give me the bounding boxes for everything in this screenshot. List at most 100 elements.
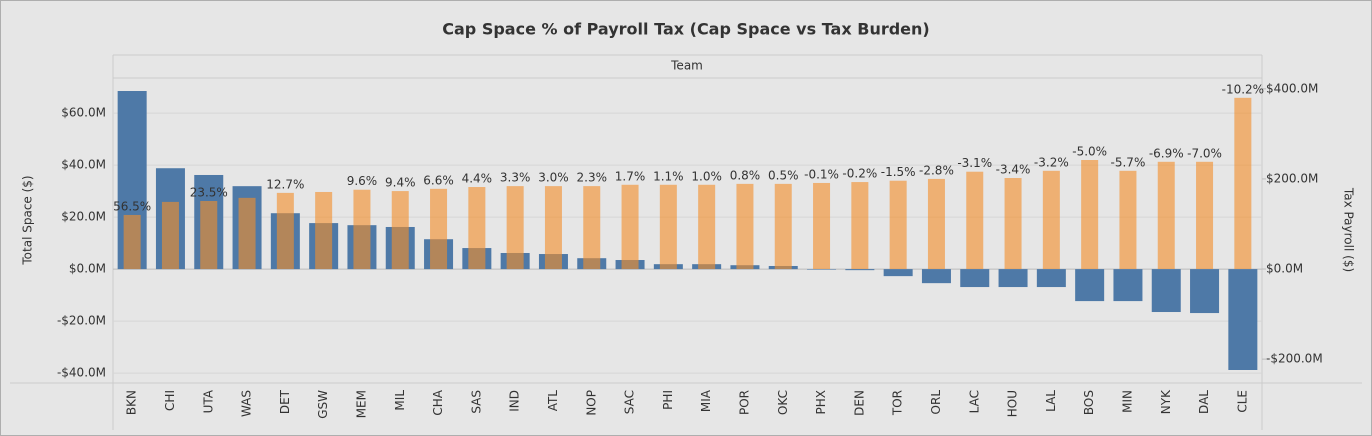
y2-tick-label: $200.0M xyxy=(1266,171,1318,185)
tax-bar xyxy=(238,197,256,270)
x-tick-label: ORL xyxy=(929,390,943,415)
data-label: 9.6% xyxy=(347,174,378,188)
y-axis-title: Total Space ($) xyxy=(21,175,35,265)
x-tick-label: POR xyxy=(737,390,751,415)
space-bar xyxy=(1036,269,1066,288)
x-tick-label: NYK xyxy=(1159,389,1173,414)
data-label: -6.9% xyxy=(1149,146,1184,160)
space-bar xyxy=(998,269,1028,288)
data-label: 2.3% xyxy=(577,171,608,185)
x-tick-label: LAL xyxy=(1044,390,1058,412)
x-tick-label: SAS xyxy=(469,390,483,414)
tax-bar xyxy=(544,186,562,270)
tax-bar xyxy=(736,183,754,270)
tax-bar xyxy=(659,184,677,270)
y-tick-label: $60.0M xyxy=(61,106,106,120)
tax-bar xyxy=(200,200,218,270)
y2-tick-label: $0.0M xyxy=(1266,262,1303,276)
data-label: 0.8% xyxy=(730,168,761,182)
tax-bar xyxy=(1081,159,1099,270)
x-tick-label: TOR xyxy=(891,390,905,416)
tax-bar xyxy=(1004,178,1022,270)
y2-tick-label: -$200.0M xyxy=(1266,352,1323,366)
space-bar xyxy=(845,269,875,271)
tax-bar xyxy=(927,178,945,270)
x-tick-label: PHX xyxy=(814,390,828,414)
tax-bar xyxy=(315,191,333,270)
x-tick-label: NOP xyxy=(584,390,598,416)
space-bar xyxy=(883,269,913,277)
tax-bar xyxy=(1119,170,1137,270)
space-bar xyxy=(921,269,951,284)
x-tick-label: CLE xyxy=(1235,390,1249,413)
data-label: 1.0% xyxy=(691,169,722,183)
x-tick-label: OKC xyxy=(776,390,790,415)
tax-bar xyxy=(813,182,831,270)
space-bar xyxy=(1151,269,1181,313)
space-bar xyxy=(960,269,990,288)
data-label: -5.0% xyxy=(1072,144,1107,158)
space-bar xyxy=(1228,269,1258,370)
data-label: -7.0% xyxy=(1187,146,1222,160)
tax-bar xyxy=(889,180,907,270)
x-tick-label: DET xyxy=(278,389,292,414)
x-tick-label: MEM xyxy=(354,390,368,418)
x-tick-label: MIA xyxy=(699,389,713,412)
data-label: -1.5% xyxy=(881,165,916,179)
data-label: -5.7% xyxy=(1111,155,1146,169)
y2-tick-label: $400.0M xyxy=(1266,81,1318,95)
tax-bar xyxy=(506,186,524,270)
x-tick-label: IND xyxy=(508,390,522,412)
y-tick-label: -$20.0M xyxy=(57,314,106,328)
data-label: 9.4% xyxy=(385,176,416,190)
data-label: 0.5% xyxy=(768,168,799,182)
tax-bar xyxy=(966,171,984,270)
data-label: 3.3% xyxy=(500,171,531,185)
y2-axis-title: Tax Payroll ($) xyxy=(1342,187,1356,272)
tax-bar xyxy=(1196,161,1214,270)
y-tick-label: $20.0M xyxy=(61,210,106,224)
data-label: -0.1% xyxy=(804,167,839,181)
data-label: 56.5% xyxy=(113,199,151,213)
x-tick-label: DAL xyxy=(1197,390,1211,414)
tax-bar xyxy=(161,201,179,270)
tax-bar xyxy=(391,191,409,270)
x-tick-label: BOS xyxy=(1082,390,1096,415)
x-tick-label: LAC xyxy=(967,390,981,413)
data-label: 3.0% xyxy=(538,171,569,185)
tax-bar xyxy=(1157,161,1175,270)
x-tick-label: DEN xyxy=(852,390,866,416)
tax-bar xyxy=(851,182,869,270)
tax-bar xyxy=(583,186,601,270)
x-tick-label: SAC xyxy=(623,390,637,414)
data-label: -3.4% xyxy=(996,163,1031,177)
data-label: -10.2% xyxy=(1222,82,1264,96)
x-tick-label: CHI xyxy=(163,390,177,411)
data-label: 23.5% xyxy=(190,185,228,199)
tax-bar xyxy=(468,187,486,270)
space-bar xyxy=(1190,269,1220,314)
data-label: 1.7% xyxy=(615,169,646,183)
data-label: -3.2% xyxy=(1034,155,1069,169)
data-label: -2.8% xyxy=(919,163,954,177)
x-tick-label: CHA xyxy=(431,389,445,415)
x-tick-label: HOU xyxy=(1006,390,1020,417)
x-tick-label: ATL xyxy=(546,390,560,412)
data-label: 1.1% xyxy=(653,169,684,183)
x-tick-label: BKN xyxy=(125,390,139,415)
space-bar xyxy=(1075,269,1105,302)
x-tick-label: PHI xyxy=(661,390,675,410)
x-tick-label: UTA xyxy=(201,389,215,413)
data-label: 4.4% xyxy=(462,172,493,186)
tax-bar xyxy=(123,214,141,270)
column-header: Team xyxy=(670,59,703,73)
data-label: -0.2% xyxy=(842,167,877,181)
x-tick-label: WAS xyxy=(240,390,254,417)
chart-title: Cap Space % of Payroll Tax (Cap Space vs… xyxy=(442,20,929,39)
tax-bar xyxy=(774,183,792,270)
tax-bar xyxy=(621,184,639,270)
tax-bar xyxy=(430,188,448,270)
tax-bar xyxy=(1234,97,1252,270)
